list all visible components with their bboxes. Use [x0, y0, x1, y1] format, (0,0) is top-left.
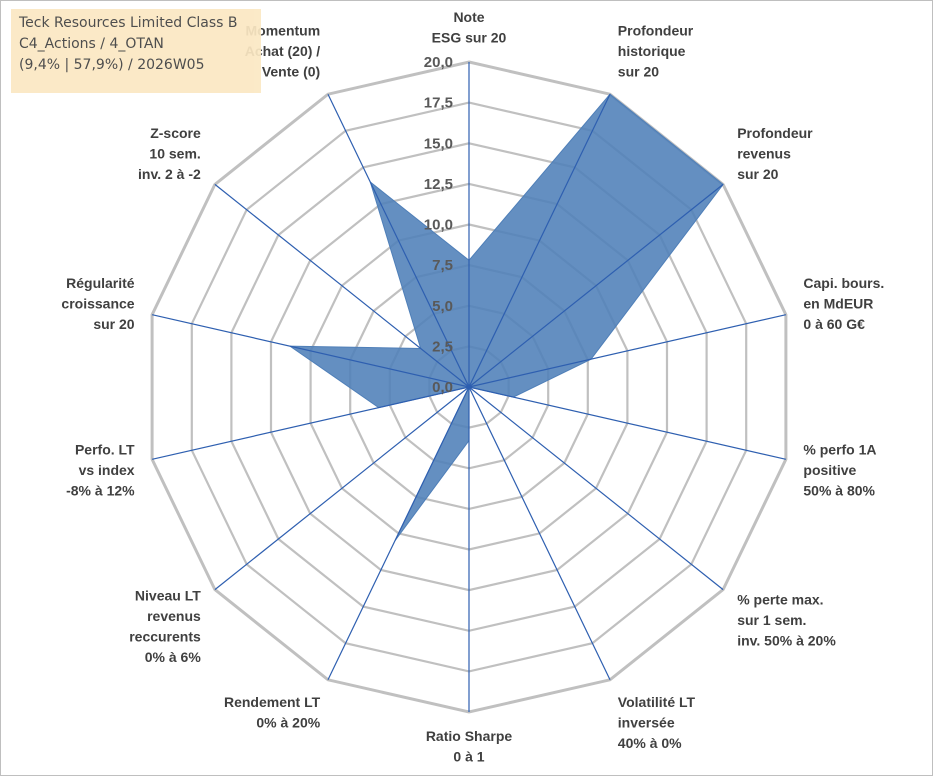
axis-label: % perte max. sur 1 sem. inv. 50% à 20%: [737, 591, 836, 648]
axis-spoke: [327, 93, 470, 388]
tick-label: 12,5: [424, 176, 453, 193]
tick-label: 15,0: [424, 135, 453, 152]
axis-labels: Note ESG sur 20 Profondeur historique sur 20…: [61, 9, 884, 765]
axis-spoke: [151, 386, 470, 460]
axis-spoke: [468, 386, 787, 460]
axis-spoke: [468, 386, 724, 591]
axis-spoke: [214, 183, 470, 388]
axis-label: Profondeur historique sur 20: [618, 23, 694, 80]
axis-label: Volatilité LT inversée 40% à 0%: [618, 694, 696, 751]
axis-spoke: [468, 93, 611, 388]
tick-label: 5,0: [432, 298, 453, 315]
title-line-3: (9,4% | 57,9%) / 2026W05: [19, 57, 205, 73]
axis-spoke: [468, 183, 724, 388]
axis-spoke: [214, 386, 470, 591]
tick-label: 2,5: [432, 338, 453, 355]
axis-label: Régularité croissance sur 20: [61, 275, 134, 332]
series-layer: [288, 93, 724, 541]
tick-label: 17,5: [424, 95, 453, 112]
axis-spoke: [468, 314, 787, 388]
axis-label: % perfo 1A positive 50% à 80%: [803, 441, 876, 498]
tick-label: 0,0: [432, 379, 453, 396]
title-line-2: C4_Actions / 4_OTAN: [19, 36, 164, 52]
axis-label: Niveau LT revenus reccurents 0% à 6%: [129, 587, 201, 665]
tick-label: 10,0: [424, 217, 453, 234]
axis-label: Rendement LT 0% à 20%: [224, 694, 321, 731]
series-area: [288, 93, 724, 541]
axis-label: Perfo. LT vs index -8% à 12%: [66, 441, 135, 498]
axis-label: Z-score 10 sem. inv. 2 à -2: [138, 125, 201, 182]
axis-label: Profondeur revenus sur 20: [737, 125, 813, 182]
title-line-1: Teck Resources Limited Class B: [19, 15, 238, 31]
axis-label: Ratio Sharpe 0 à 1: [426, 728, 513, 765]
axis-label: Capi. bours. en MdEUR 0 à 60 G€: [803, 275, 884, 332]
axis-spoke: [327, 386, 470, 681]
axis-spoke: [468, 386, 611, 681]
axis-label: Note ESG sur 20: [432, 9, 507, 46]
tick-label: 20,0: [424, 54, 453, 71]
tick-label: 7,5: [432, 257, 453, 274]
axis-label: Momentum Achat (20) / Vente (0): [245, 23, 321, 80]
axis-layer: [151, 62, 787, 712]
chart-title-box: Teck Resources Limited Class B C4_Action…: [11, 9, 261, 93]
tick-labels: 0,0 2,5 5,0 7,5 10,0 12,5 15,0 17,5 20,0: [424, 54, 453, 396]
axis-spoke: [151, 314, 470, 388]
